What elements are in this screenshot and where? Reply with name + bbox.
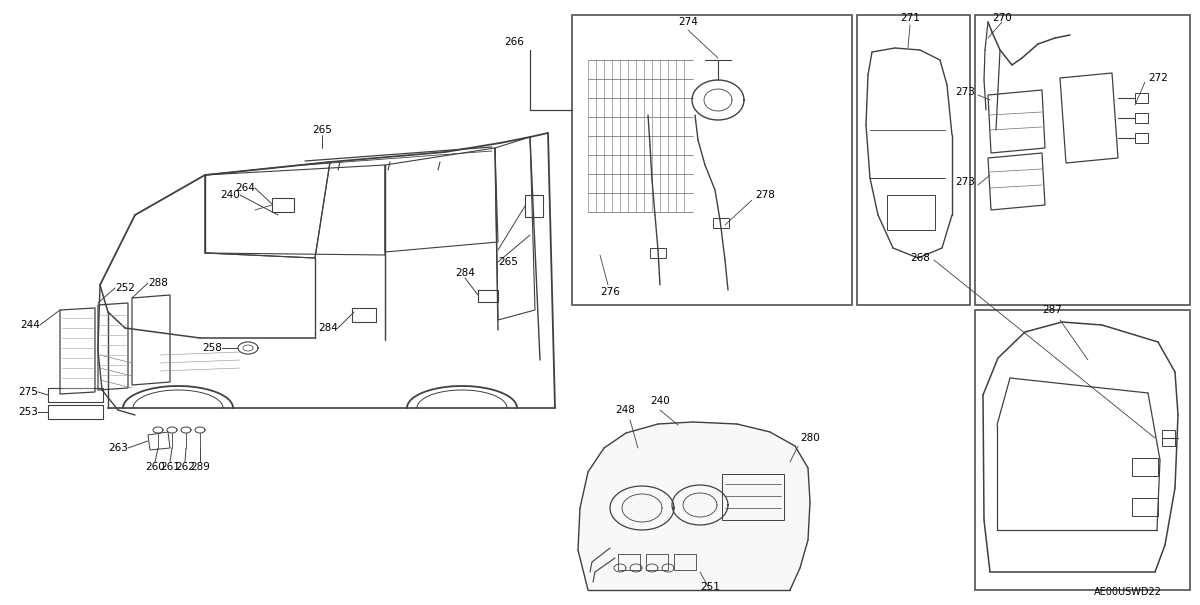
- Text: 248: 248: [616, 405, 635, 415]
- Text: 273: 273: [955, 87, 974, 97]
- Text: 270: 270: [992, 13, 1012, 23]
- Bar: [650, 248, 666, 258]
- Bar: [1132, 498, 1158, 516]
- Bar: [646, 554, 668, 570]
- Text: 284: 284: [455, 268, 475, 278]
- Text: 280: 280: [800, 433, 820, 443]
- Bar: [974, 310, 1190, 590]
- Text: 288: 288: [148, 278, 168, 288]
- Text: AE00USWD22: AE00USWD22: [1094, 587, 1162, 597]
- Text: 244: 244: [20, 320, 40, 330]
- Text: 240: 240: [650, 396, 670, 406]
- Text: 289: 289: [190, 462, 210, 472]
- Bar: [48, 388, 103, 402]
- Text: 284: 284: [318, 323, 338, 333]
- Text: 261: 261: [160, 462, 180, 472]
- Text: 264: 264: [235, 183, 256, 193]
- Text: 268: 268: [910, 253, 930, 263]
- Text: 240: 240: [221, 190, 240, 200]
- Text: 265: 265: [498, 257, 518, 267]
- Text: 260: 260: [145, 462, 164, 472]
- Bar: [722, 474, 784, 520]
- Text: 278: 278: [755, 190, 775, 200]
- Bar: [674, 554, 696, 570]
- Bar: [887, 195, 935, 230]
- Bar: [618, 554, 640, 570]
- Bar: [1132, 458, 1158, 476]
- Text: 273: 273: [955, 177, 974, 187]
- Text: 274: 274: [678, 17, 698, 27]
- Bar: [272, 198, 294, 212]
- Bar: [1135, 113, 1148, 123]
- Polygon shape: [578, 422, 810, 590]
- Text: 253: 253: [18, 407, 38, 417]
- Bar: [572, 15, 852, 305]
- Text: 271: 271: [900, 13, 920, 23]
- Text: 262: 262: [175, 462, 194, 472]
- Bar: [1135, 133, 1148, 143]
- Bar: [526, 195, 542, 217]
- Text: 252: 252: [115, 283, 134, 293]
- Text: 272: 272: [1148, 73, 1168, 83]
- Text: 258: 258: [202, 343, 222, 353]
- Text: 251: 251: [700, 582, 720, 592]
- Text: 266: 266: [504, 37, 524, 47]
- Text: 276: 276: [600, 287, 620, 297]
- Bar: [1135, 93, 1148, 103]
- Bar: [974, 15, 1190, 305]
- Text: 287: 287: [1042, 305, 1062, 315]
- Bar: [478, 290, 498, 302]
- Bar: [352, 308, 376, 322]
- Text: 275: 275: [18, 387, 38, 397]
- Bar: [1162, 430, 1175, 446]
- Bar: [713, 218, 730, 228]
- Text: 263: 263: [108, 443, 128, 453]
- Text: 265: 265: [312, 125, 332, 135]
- Bar: [48, 405, 103, 419]
- Bar: [857, 15, 970, 305]
